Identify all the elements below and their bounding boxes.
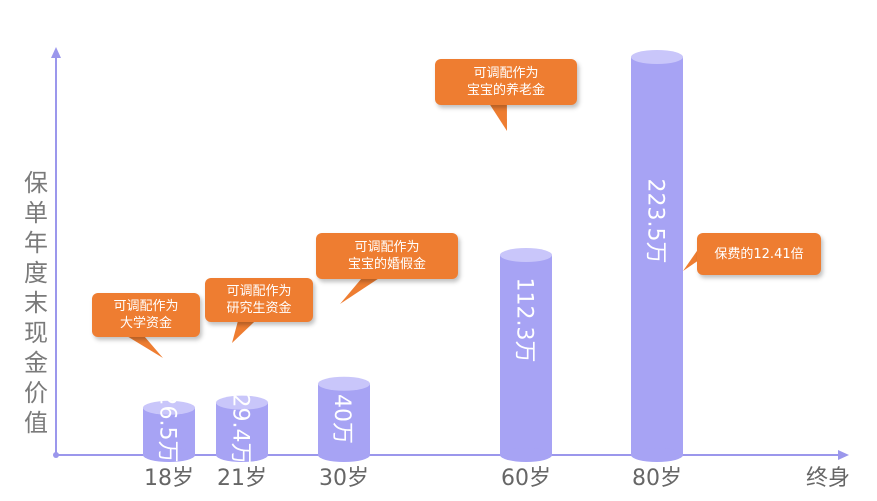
x-axis-end-label: 终身: [806, 466, 851, 491]
y-axis-label-char: 度: [24, 259, 48, 287]
bar: [500, 248, 552, 462]
callout-pointer: [125, 335, 163, 358]
annotation-callout: 可调配作为宝宝的养老金: [435, 59, 577, 105]
y-axis-label-char: 年: [24, 229, 48, 257]
annotation-text: 可调配作为: [473, 66, 539, 81]
y-axis-label-char: 价: [24, 379, 48, 407]
annotation-text: 保费的12.41倍: [714, 246, 804, 262]
y-axis-arrow: [51, 47, 61, 58]
callout-pointer: [683, 248, 699, 271]
y-axis-label-char: 现: [24, 319, 48, 347]
bar-value-label: 40万: [329, 394, 354, 445]
bar: [318, 376, 370, 462]
callout-pointer: [488, 103, 507, 131]
y-axis-label-char: 末: [24, 289, 48, 317]
annotation-callout: 可调配作为 大学资金: [92, 293, 200, 337]
x-tick-label: 80岁: [632, 466, 682, 491]
x-tick-label: 30岁: [319, 466, 369, 491]
y-axis-label-char: 保: [24, 169, 48, 197]
bar: [216, 395, 268, 462]
y-axis-label: 保单年度末现金价值: [20, 168, 52, 438]
bar-value-label: 223.5万: [641, 178, 667, 264]
x-tick-label: 18岁: [144, 466, 194, 491]
bar-value-label: 112.3万: [510, 277, 536, 363]
annotation-text: 研究生资金: [226, 301, 292, 316]
callout-pointer: [232, 320, 257, 343]
callout-pointer: [340, 277, 381, 304]
annotation-text: 宝宝的养老金: [466, 83, 545, 98]
annotation-callout: 保费的12.41倍: [697, 233, 821, 275]
y-axis-label-char: 值: [24, 409, 48, 437]
bar-value-label: 29.4万: [227, 393, 252, 465]
annotation-callout: 可调配作为宝宝的婚假金: [316, 233, 458, 279]
annotation-callout: 可调配作为研究生资金: [205, 278, 313, 322]
annotation-text: 可调配作为: [113, 299, 179, 314]
annotation-text: 可调配作为: [354, 240, 420, 255]
x-tick-label: 21岁: [217, 466, 267, 491]
chart-bars: [143, 50, 683, 462]
annotation-text: 可调配作为: [226, 284, 292, 299]
annotation-text: 宝宝的婚假金: [347, 257, 426, 272]
y-axis-label-char: 金: [24, 349, 48, 377]
y-axis-label-char: 单: [24, 199, 48, 227]
bar-value-label: 26.5万: [154, 391, 179, 463]
x-tick-label: 60岁: [501, 466, 551, 491]
axis-origin-dot: [53, 452, 59, 458]
bar: [143, 400, 195, 462]
callout-pointers: [125, 103, 699, 358]
x-axis-arrow: [838, 450, 849, 460]
annotation-text: 大学资金: [119, 316, 172, 331]
bar: [631, 50, 683, 462]
